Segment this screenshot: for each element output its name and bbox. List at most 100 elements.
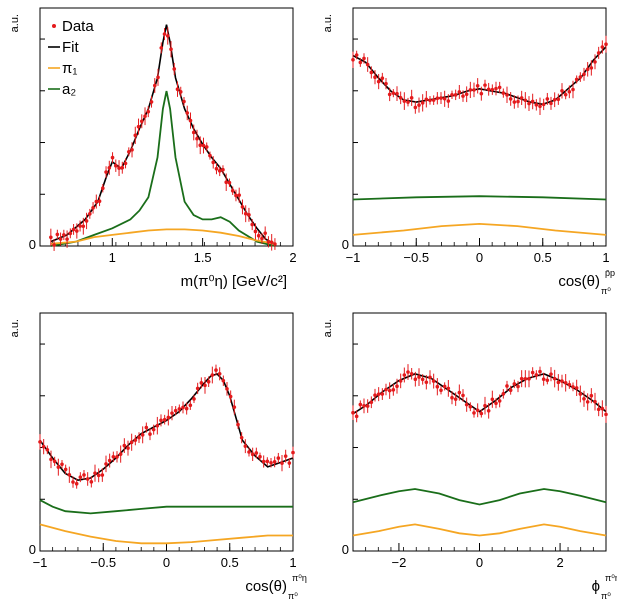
y-axis-label: a.u. xyxy=(9,319,21,337)
data-point xyxy=(184,406,189,411)
data-point xyxy=(490,397,495,402)
data-point xyxy=(254,451,259,455)
data-point xyxy=(78,224,82,228)
legend-label: Data xyxy=(62,18,94,35)
data-point xyxy=(133,438,138,442)
data-point xyxy=(225,387,229,391)
series-line-fit xyxy=(39,372,294,482)
series-line-a2 xyxy=(39,499,293,515)
x-axis-label-subscript: π⁰ xyxy=(601,286,611,296)
data-point xyxy=(182,99,186,104)
plot-frame xyxy=(352,312,607,552)
data-point xyxy=(501,91,506,95)
x-tick-label: 1.5 xyxy=(194,250,212,265)
legend-label: π₁ xyxy=(62,60,77,77)
data-point xyxy=(358,402,363,407)
x-tick-label: −1 xyxy=(346,250,361,265)
data-point xyxy=(217,372,222,376)
data-point xyxy=(107,165,112,170)
x-tick-label: 0.5 xyxy=(534,250,552,265)
x-tick-label: 2 xyxy=(556,555,563,570)
panel-top-left: 1 1.5 2 0 a.u. m(π⁰η) [GeV/c²] Data Fit π₁ a₂ xyxy=(9,7,297,290)
data-point xyxy=(273,242,277,246)
data-point xyxy=(593,60,597,64)
data-point xyxy=(530,99,535,104)
data-point xyxy=(490,87,495,92)
data-point xyxy=(516,384,520,389)
data-point xyxy=(210,373,215,377)
x-tick-label: 1 xyxy=(109,250,116,265)
data-point xyxy=(358,60,363,65)
data-point xyxy=(52,243,56,247)
data-point xyxy=(420,101,425,105)
data-point xyxy=(596,51,601,55)
data-point xyxy=(413,105,418,110)
data-point xyxy=(91,206,95,210)
data-point xyxy=(75,229,79,233)
data-point xyxy=(395,384,399,389)
x-axis-label-superscript: p̄p xyxy=(605,268,615,278)
x-axis-label-superscript: π⁰η xyxy=(292,573,307,583)
data-point xyxy=(527,101,531,106)
data-point xyxy=(227,180,232,185)
data-point xyxy=(123,161,128,166)
y-tick-label: 0 xyxy=(29,237,36,252)
data-point xyxy=(431,379,436,383)
data-point xyxy=(104,170,108,174)
data-point xyxy=(133,133,138,138)
data-point xyxy=(250,452,255,457)
series-line-a2 xyxy=(50,90,276,247)
data-point xyxy=(578,392,583,396)
data-point xyxy=(541,102,546,107)
data-point xyxy=(516,99,520,104)
data-point xyxy=(439,388,443,393)
data-point xyxy=(439,96,443,100)
data-point xyxy=(82,473,86,477)
data-point xyxy=(266,240,271,244)
data-point xyxy=(384,387,388,392)
data-point xyxy=(291,450,295,455)
data-point xyxy=(239,435,244,440)
data-point xyxy=(538,369,542,374)
data-point xyxy=(501,392,506,396)
data-point xyxy=(354,414,359,419)
x-tick-label: 0 xyxy=(476,250,483,265)
data-point xyxy=(195,136,199,141)
data-point xyxy=(552,376,557,381)
data-point xyxy=(113,163,118,168)
data-point xyxy=(523,98,528,103)
data-point xyxy=(93,471,97,475)
data-point xyxy=(117,166,121,170)
data-point xyxy=(156,75,160,80)
data-point xyxy=(453,93,458,97)
data-point xyxy=(181,405,185,410)
legend-label: a₂ xyxy=(62,81,76,98)
data-point xyxy=(505,93,509,97)
data-point xyxy=(472,411,476,415)
data-point xyxy=(173,408,178,413)
data-point xyxy=(508,388,513,393)
data-point xyxy=(428,98,432,103)
data-point xyxy=(74,481,79,486)
data-point xyxy=(115,455,119,459)
data-point xyxy=(373,393,377,397)
x-tick-label: 2 xyxy=(289,250,296,265)
data-point xyxy=(376,392,381,396)
panel-top-right: −1 −0.5 0 0.5 1 0 a.u. cos(θ) p̄p π⁰ xyxy=(322,7,615,296)
data-point xyxy=(67,472,72,477)
data-point xyxy=(104,462,108,466)
data-point xyxy=(563,92,568,97)
data-point xyxy=(250,222,254,227)
data-point xyxy=(65,237,69,241)
data-point xyxy=(122,443,127,448)
data-point xyxy=(162,32,167,36)
data-point xyxy=(151,427,156,432)
x-axis-label-subscript: π⁰ xyxy=(288,591,298,601)
data-point xyxy=(152,83,157,88)
data-point xyxy=(479,411,484,416)
data-point xyxy=(494,401,498,406)
panel-bottom-right: −2 0 2 0 a.u. ϕ π⁰η π⁰ xyxy=(322,312,617,601)
data-point xyxy=(391,388,396,392)
data-point xyxy=(188,118,193,123)
data-point xyxy=(475,408,480,413)
